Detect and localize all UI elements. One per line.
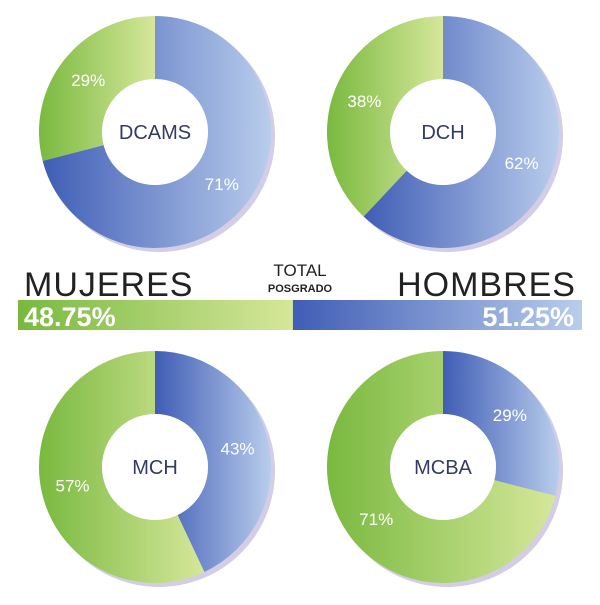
donut-center-label: MCH — [132, 457, 178, 479]
donut-center-label: DCH — [421, 122, 464, 144]
donut-charts: 71% 29% DCAMS 62% 38% DCH 43% 57% MCH 29% 71% MCBA — [38, 16, 563, 587]
total-bar-right-value: 51.25% — [482, 302, 574, 332]
slice-label-mujeres: 71% — [359, 510, 393, 529]
total-bar-hombres — [292, 300, 582, 330]
donut-dch: 62% 38% DCH — [326, 16, 563, 252]
slice-label-hombres: 71% — [205, 175, 239, 194]
slice-hombres — [155, 351, 272, 572]
slice-label-mujeres: 29% — [71, 71, 105, 90]
slice-mujeres — [327, 351, 556, 584]
total-bar-mujeres — [18, 300, 293, 330]
total-bar-right-label: HOMBRES — [397, 266, 576, 304]
slice-mujeres — [39, 351, 205, 583]
donut-hole — [390, 414, 496, 520]
slice-label-mujeres: 38% — [347, 92, 381, 111]
donut-dcams: 71% 29% DCAMS — [38, 16, 275, 252]
total-bar-left-label: MUJERES — [24, 266, 193, 304]
slice-mujeres — [38, 16, 155, 161]
donut-center-label: MCBA — [414, 457, 472, 479]
donut-hole — [102, 79, 208, 185]
slice-label-hombres: 29% — [493, 406, 527, 425]
donut-center-label: DCAMS — [119, 122, 191, 144]
slice-mujeres — [326, 16, 443, 217]
slice-hombres — [42, 16, 272, 249]
slice-label-mujeres: 57% — [55, 476, 89, 495]
donut-mcba: 29% 71% MCBA — [327, 351, 563, 587]
total-bar-left-value: 48.75% — [24, 302, 116, 332]
slice-label-hombres: 62% — [505, 154, 539, 173]
total-bar-section: MUJERES TOTAL POSGRADO HOMBRES 48.75% 51… — [18, 261, 582, 332]
slice-hombres — [363, 16, 559, 248]
donut-mch: 43% 57% MCH — [39, 351, 275, 587]
donut-hole — [390, 79, 496, 185]
donut-hole — [102, 414, 208, 520]
total-bar-title: TOTAL — [273, 261, 326, 280]
slice-label-hombres: 43% — [220, 440, 254, 459]
slice-hombres — [443, 351, 559, 496]
total-bar-subtitle: POSGRADO — [268, 283, 333, 295]
